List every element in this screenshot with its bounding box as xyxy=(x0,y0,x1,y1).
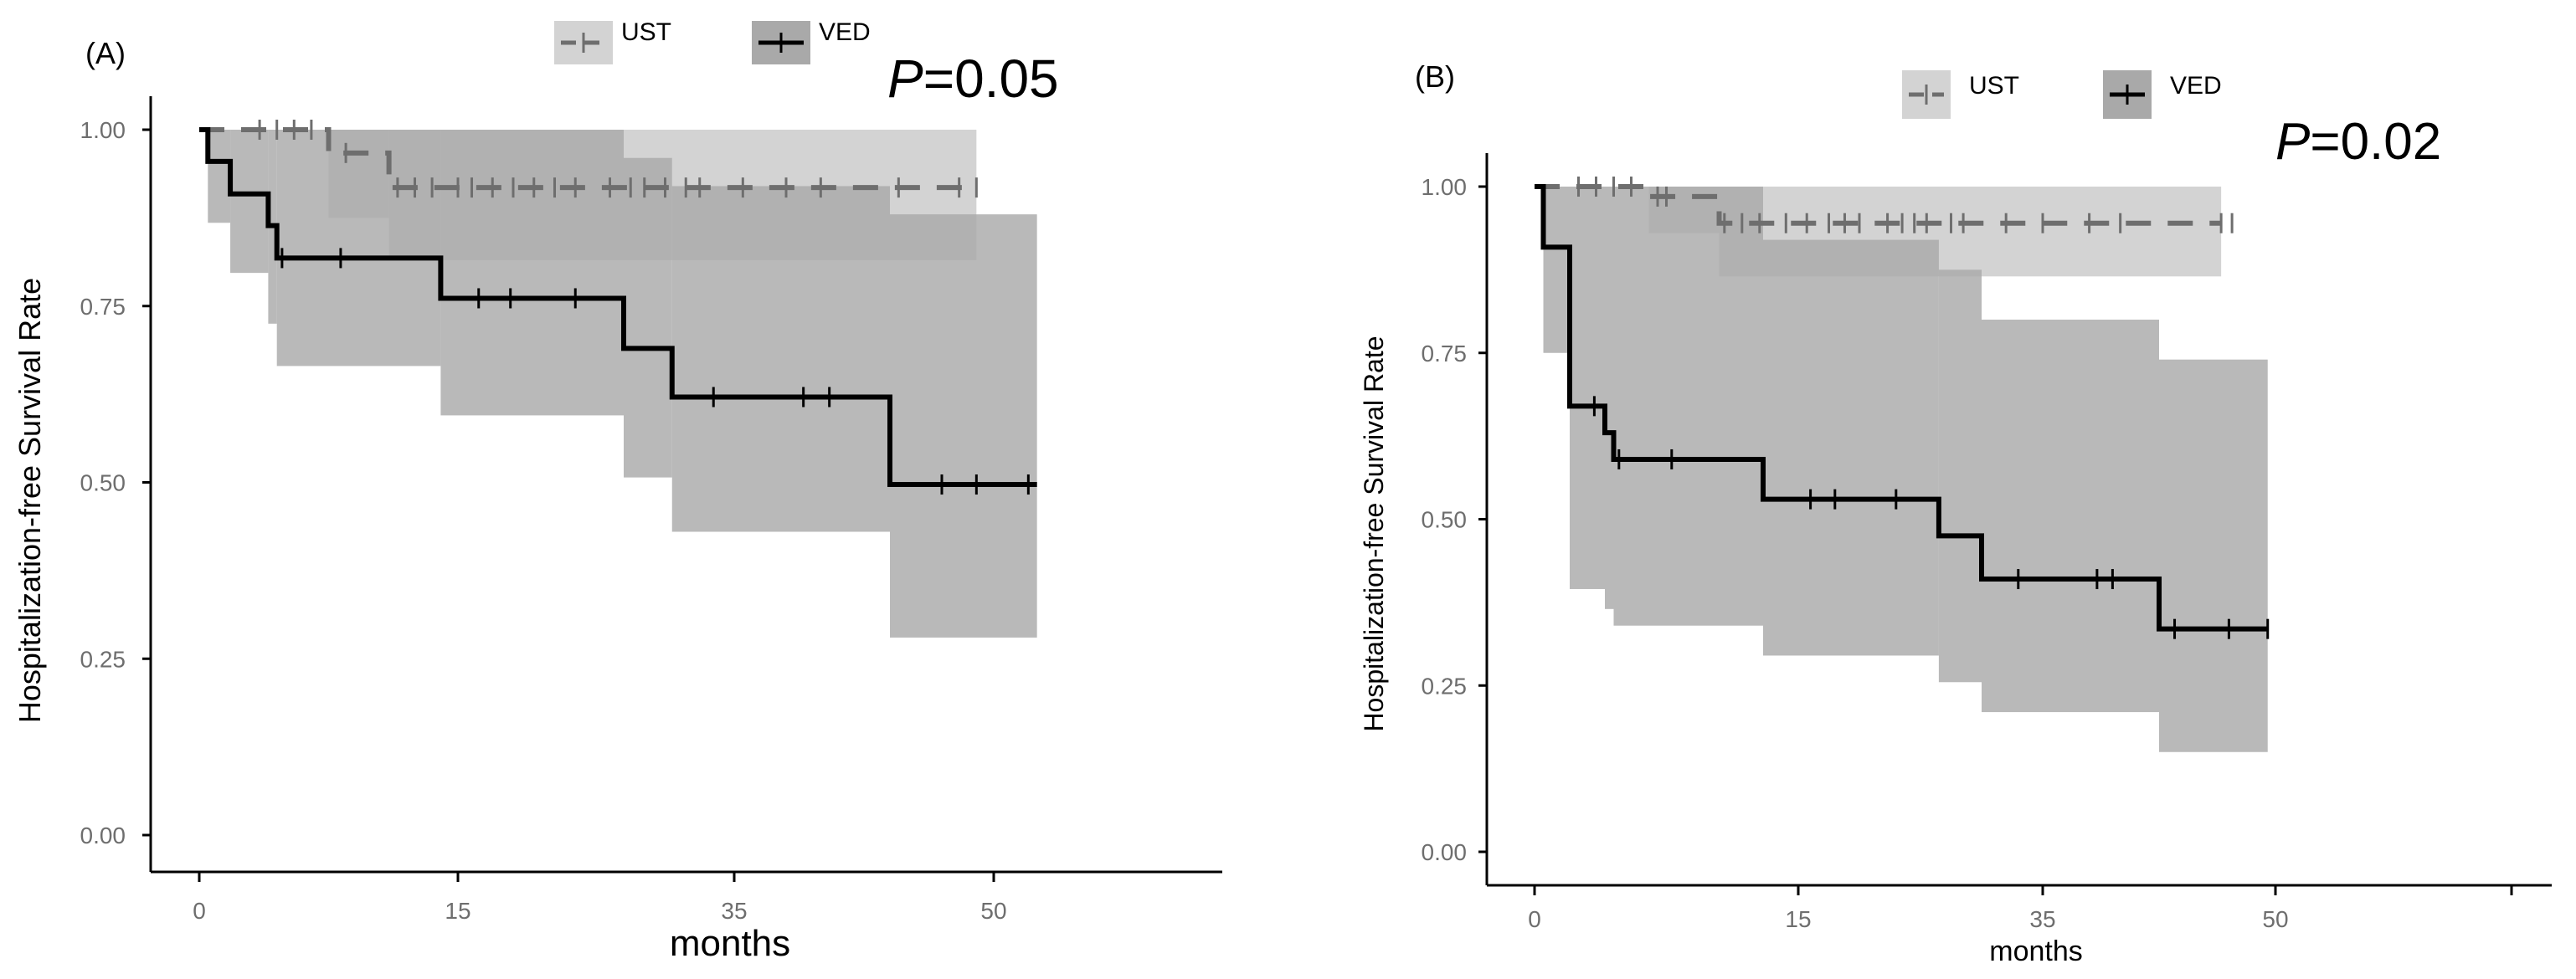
x-tick-label: 15 xyxy=(445,898,470,924)
x-tick-label: 0 xyxy=(1528,906,1541,932)
ci-band-ved xyxy=(1763,239,1939,656)
y-tick-label: 0.50 xyxy=(1422,507,1468,533)
y-tick-label: 1.00 xyxy=(1422,174,1468,200)
y-tick-label: 0.00 xyxy=(80,823,126,848)
ci-band-ved xyxy=(671,186,890,532)
ci-band-ved xyxy=(440,130,624,416)
y-tick-label: 0.75 xyxy=(80,294,126,320)
p-value-annotation: P=0.02 xyxy=(2275,113,2441,171)
x-tick-label: 15 xyxy=(1785,906,1811,932)
x-axis-title: months xyxy=(1989,935,2083,967)
p-value-symbol: P xyxy=(2275,113,2310,171)
survival-line-ved xyxy=(1535,184,2268,632)
panel-label: (B) xyxy=(1415,59,1455,94)
x-tick-label: 50 xyxy=(2262,906,2288,932)
ci-band-ved xyxy=(208,130,231,223)
x-tick-label: 35 xyxy=(721,898,747,924)
y-axis-title: Hospitalization-free Survival Rate xyxy=(1359,336,1389,731)
y-tick-label: 0.25 xyxy=(1422,673,1468,699)
x-tick-label: 0 xyxy=(193,898,206,924)
ci-band-ved xyxy=(276,130,441,366)
ci-band-ved xyxy=(1982,320,2159,713)
y-tick-label: 0.25 xyxy=(80,646,126,672)
ci-band-ved xyxy=(2159,359,2268,752)
survival-line-ust xyxy=(1535,184,2222,226)
panel-label: (A) xyxy=(85,36,126,70)
survival-line-ved xyxy=(199,127,1037,488)
ci-band-ved xyxy=(1938,269,1982,683)
p-value-annotation: P=0.05 xyxy=(887,49,1059,109)
x-tick-label: 35 xyxy=(2029,906,2055,932)
ci-band-ved xyxy=(624,157,672,478)
ci-band-ved xyxy=(1613,187,1763,626)
y-axis-title: Hospitalization-free Survival Rate xyxy=(13,278,47,723)
p-value-number: =0.05 xyxy=(923,49,1059,109)
ci-band-ved xyxy=(1570,187,1605,589)
legend-label-ust: UST xyxy=(621,18,671,46)
legend-label-ved: VED xyxy=(819,18,871,46)
panel-b: 0.00 0.25 0.50 0.75 1.00 0 15 35 50 months Hospita… xyxy=(1359,59,2552,967)
legend-label-ved: VED xyxy=(2170,72,2222,100)
survival-line-ust xyxy=(199,127,977,191)
ci-band-ved xyxy=(1605,187,1614,609)
p-value-symbol: P xyxy=(887,49,923,109)
ci-band-ved xyxy=(890,214,1037,638)
panel-a: 0.00 0.25 0.50 0.75 1.00 0 15 35 50 months Hospita… xyxy=(13,18,1222,964)
y-tick-label: 0.75 xyxy=(1422,341,1468,366)
ci-band-ved xyxy=(1543,187,1570,353)
y-tick-label: 0.00 xyxy=(1422,839,1468,865)
x-axis-title: months xyxy=(670,923,790,964)
x-tick-label: 50 xyxy=(980,898,1006,924)
y-tick-label: 0.50 xyxy=(80,470,126,496)
ci-band-ved xyxy=(230,130,269,274)
legend-label-ust: UST xyxy=(1969,72,2019,100)
p-value-number: =0.02 xyxy=(2310,113,2441,171)
y-tick-label: 1.00 xyxy=(80,117,126,143)
